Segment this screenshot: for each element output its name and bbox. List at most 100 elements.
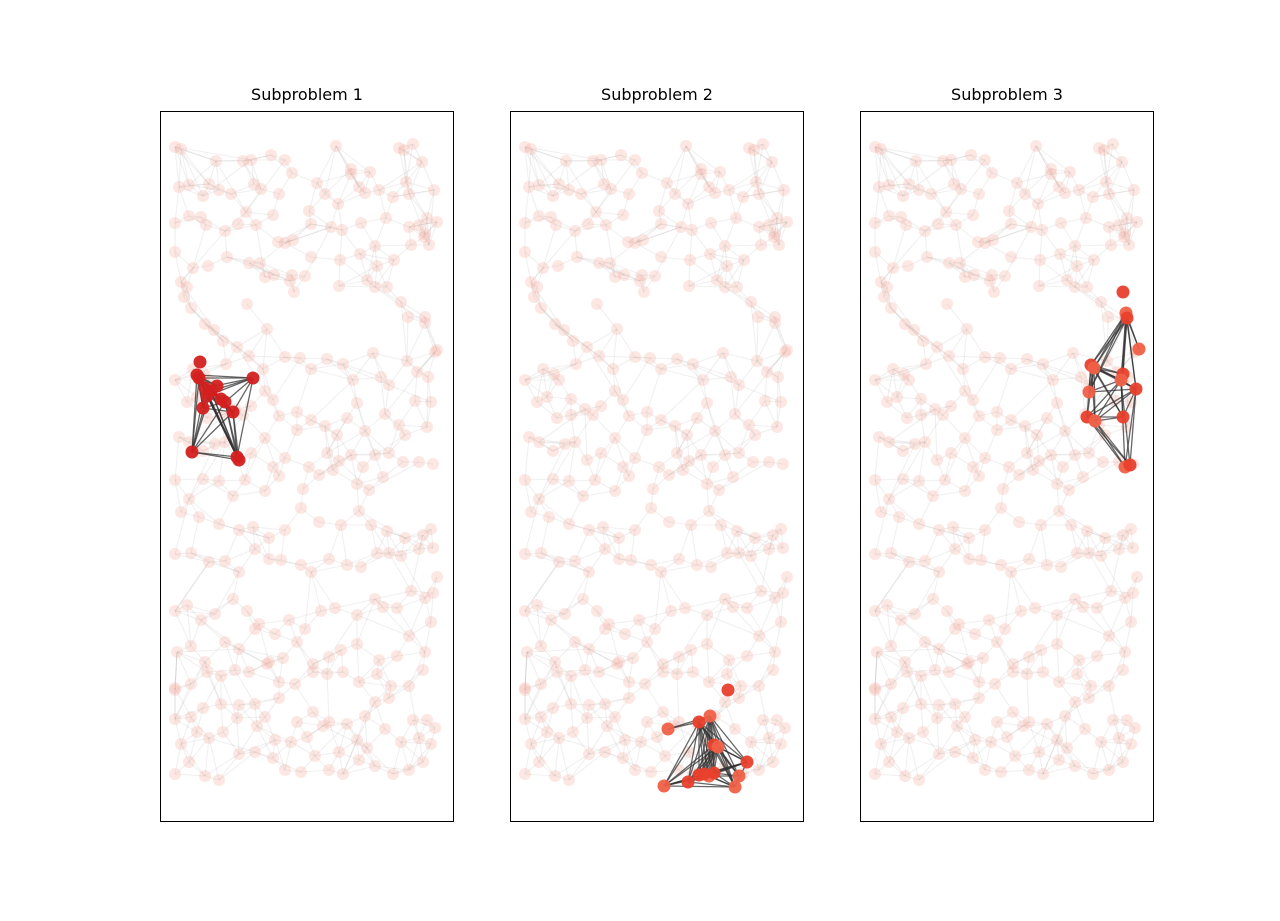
graph-edge: [424, 316, 438, 351]
graph-edge: [174, 498, 190, 555]
graph-node: [227, 593, 239, 605]
subproblem-node: [1116, 410, 1130, 424]
graph-edge: [618, 558, 652, 566]
graph-edge: [984, 226, 1032, 244]
graph-canvas: [869, 138, 1146, 786]
graph-node: [558, 324, 570, 336]
graph-node: [425, 616, 437, 628]
graph-edge: [1026, 452, 1034, 471]
graph-edge: [774, 597, 782, 623]
graph-node: [915, 670, 927, 682]
graph-edge: [748, 400, 766, 426]
graph-edge: [528, 436, 540, 443]
graph-edge: [956, 725, 974, 759]
graph-edge: [224, 529, 240, 562]
graph-edge: [218, 189, 232, 195]
graph-edge: [890, 645, 906, 663]
graph-node: [769, 317, 781, 329]
graph-node: [933, 748, 945, 760]
graph-node: [1083, 447, 1095, 459]
graph-edge: [524, 743, 532, 775]
graph-edge: [964, 475, 980, 492]
graph-node: [735, 680, 747, 692]
graph-edge: [378, 161, 423, 191]
graph-edge: [888, 160, 917, 186]
graph-node: [359, 710, 371, 722]
graph-edge: [338, 279, 368, 287]
graph-edge: [592, 154, 622, 162]
graph-edge: [680, 203, 689, 228]
graph-edge: [278, 411, 298, 417]
graph-edge: [938, 751, 956, 755]
graph-edge: [622, 357, 651, 401]
graph-edge: [896, 373, 905, 398]
graph-edge: [964, 437, 986, 459]
graph-node: [748, 144, 760, 156]
graph-edge: [1124, 621, 1132, 653]
graph-edge: [1010, 256, 1041, 261]
graph-node: [403, 764, 415, 776]
subproblem-node: [732, 769, 746, 783]
graph-edge: [1038, 259, 1041, 287]
graph-edge: [178, 148, 182, 188]
graph-edge: [356, 701, 376, 741]
graph-edge: [524, 561, 560, 612]
graph-edge: [418, 217, 428, 226]
graph-node: [361, 274, 373, 286]
graph-edge: [685, 145, 702, 170]
graph-edge: [978, 681, 996, 685]
graph-edge: [622, 739, 626, 759]
graph-node: [581, 454, 593, 466]
graph-edge: [384, 413, 406, 436]
graph-edge: [270, 154, 286, 161]
graph-edge: [605, 224, 616, 278]
graph-edge: [218, 479, 246, 482]
graph-edge: [944, 452, 952, 481]
graph-edge: [408, 193, 428, 219]
graph-edge: [1112, 719, 1120, 739]
graph-edge: [886, 396, 898, 403]
graph-edge: [277, 223, 312, 243]
graph-node: [243, 257, 255, 269]
graph-edge: [1056, 643, 1060, 683]
graph-edge: [202, 159, 252, 197]
graph-edge: [238, 526, 254, 531]
graph-edge: [934, 408, 944, 416]
graph-node: [565, 698, 577, 710]
graph-edge: [190, 716, 198, 733]
graph-edge: [272, 399, 280, 417]
graph-edge: [299, 357, 328, 360]
graph-node: [903, 374, 915, 386]
graph-edge: [724, 265, 728, 288]
graph-edge: [706, 643, 710, 683]
graph-edge: [254, 628, 276, 635]
graph-edge: [685, 145, 702, 175]
graph-edge: [1010, 223, 1032, 228]
graph-edge: [1064, 715, 1068, 749]
graph-edge: [904, 323, 924, 342]
graph-edge: [524, 773, 556, 777]
graph-edge: [920, 414, 926, 443]
graph-edge: [1100, 301, 1109, 318]
graph-edge: [556, 398, 572, 419]
graph-node: [745, 296, 757, 308]
graph-edge: [920, 398, 936, 410]
graph-node: [1007, 658, 1019, 670]
graph-edge: [586, 346, 616, 392]
graph-edge: [914, 571, 940, 615]
graph-edge: [526, 651, 556, 663]
graph-edge: [546, 731, 560, 739]
graph-edge: [964, 437, 980, 477]
graph-node: [919, 555, 931, 567]
graph-node: [897, 702, 909, 714]
graph-edge: [174, 436, 180, 481]
graph-node: [685, 644, 697, 656]
graph-node: [1127, 587, 1139, 599]
subproblem-edge: [1094, 388, 1137, 422]
graph-node: [286, 167, 298, 179]
graph-node: [427, 542, 439, 554]
graph-edge: [996, 411, 1012, 421]
graph-edge: [905, 224, 926, 232]
graph-node: [219, 555, 231, 567]
graph-node: [1045, 163, 1057, 175]
